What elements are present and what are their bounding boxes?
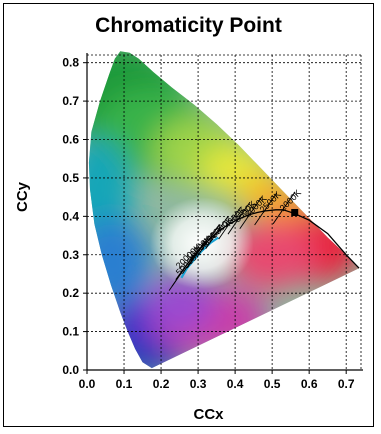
- isotherm-line: [196, 224, 220, 257]
- grid: [87, 54, 362, 370]
- y-tick-label: 0.0: [62, 363, 79, 377]
- x-tick-label: 0.7: [338, 377, 355, 391]
- y-tick-label: 0.7: [62, 94, 79, 108]
- isotherm-line: [171, 254, 195, 287]
- x-tick-label: 0.3: [190, 377, 207, 391]
- white-point-glow: [149, 197, 254, 290]
- x-tick-label: 0.4: [227, 377, 244, 391]
- isotherm-line: [205, 216, 229, 250]
- y-tick-label: 0.5: [62, 171, 79, 185]
- chart-title: Chromaticity Point: [95, 14, 282, 37]
- isotherm-line: [239, 196, 263, 230]
- isotherm-line: [186, 235, 210, 269]
- chromaticity-diagram: [88, 51, 360, 369]
- x-tick-label: 0.0: [79, 377, 96, 391]
- axes: 0.0 0.1 0.2 0.3 0.4 0.5 0.6 0.7 0.0 0.1 0.2 0.3 0.4 0…: [62, 53, 363, 391]
- x-tick-label: 0.2: [153, 377, 170, 391]
- y-tick-label: 0.4: [62, 209, 79, 223]
- x-tick-label: 0.6: [301, 377, 318, 391]
- x-axis-label: CCx: [193, 406, 224, 423]
- y-tick-label: 0.1: [62, 325, 79, 339]
- isotherm-line: [227, 201, 251, 235]
- isotherm-line: [182, 241, 205, 275]
- chromaticity-point-marker: [291, 209, 299, 216]
- isotherm-line: [272, 191, 296, 225]
- y-tick-label: 0.6: [62, 133, 79, 147]
- y-tick-label: 0.2: [62, 286, 79, 300]
- x-tick-label: 0.1: [116, 377, 133, 391]
- y-tick-label: 0.8: [62, 56, 79, 70]
- isotherm-line: [218, 206, 242, 240]
- x-tick-label: 0.5: [264, 377, 281, 391]
- y-tick-label: 0.3: [62, 248, 79, 262]
- isotherm-line: [254, 192, 277, 226]
